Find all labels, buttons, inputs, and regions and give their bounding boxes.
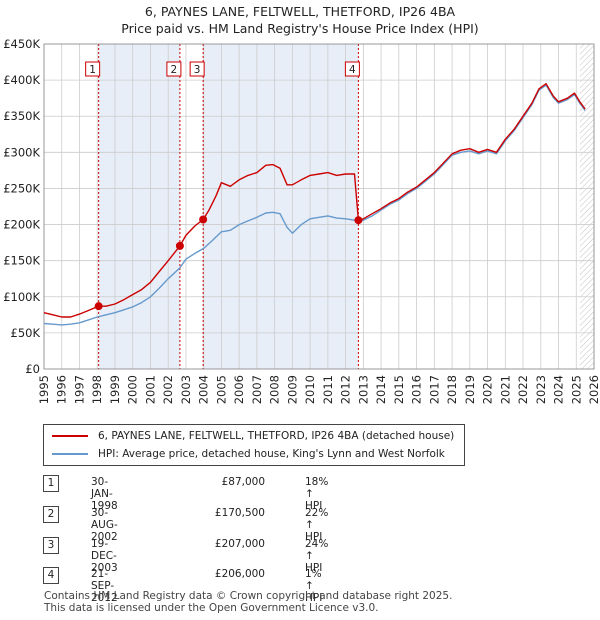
- x-tick-label: 2000: [126, 375, 140, 404]
- x-tick-label: 1998: [90, 375, 104, 404]
- x-tick-label: 2023: [534, 375, 548, 404]
- transaction-hpi: 1% ↑ HPI: [305, 568, 323, 604]
- x-tick-label: 2018: [445, 375, 459, 404]
- property-price-line: [43, 82, 586, 318]
- transaction-price: £206,000: [214, 568, 265, 580]
- footer-copyright: Contains HM Land Registry data © Crown c…: [44, 590, 453, 602]
- transaction-date: 21-SEP-2012: [91, 568, 118, 604]
- y-tick-label: £50K: [11, 326, 41, 340]
- x-tick-label: 2013: [356, 375, 370, 404]
- sale-period-shade: [203, 44, 359, 369]
- x-tick-label: 1996: [55, 375, 69, 404]
- transaction-hpi: 24% ↑ HPI: [305, 538, 329, 574]
- x-tick-label: 2022: [516, 375, 530, 404]
- x-tick-label: 2011: [321, 375, 335, 404]
- x-tick-label: 2026: [587, 375, 600, 404]
- x-tick-label: 2009: [285, 375, 299, 404]
- legend-label-property: 6, PAYNES LANE, FELTWELL, THETFORD, IP26…: [98, 430, 455, 442]
- legend-label-hpi: HPI: Average price, detached house, King…: [98, 448, 445, 460]
- x-tick-label: 2015: [392, 375, 406, 404]
- x-tick-label: 2005: [214, 375, 228, 404]
- transaction-hpi: 18% ↑ HPI: [305, 476, 329, 512]
- sale-number-box: [166, 61, 182, 77]
- sale-number-box: [344, 61, 360, 77]
- footer-license: This data is licensed under the Open Gov…: [44, 602, 379, 614]
- forecast-hatch: [579, 44, 594, 369]
- x-tick-label: 2006: [232, 375, 246, 404]
- y-tick-label: £0: [25, 362, 40, 376]
- legend-item-hpi: HPI: Average price, detached house, King…: [52, 446, 445, 462]
- transaction-price: £207,000: [214, 538, 265, 550]
- transaction-hpi: 22% ↑ HPI: [305, 507, 329, 543]
- y-tick-label: £400K: [3, 73, 40, 87]
- x-tick-label: 2025: [569, 375, 583, 404]
- x-tick-label: 2012: [339, 375, 353, 404]
- transaction-price: £87,000: [221, 476, 265, 488]
- legend-item-property: 6, PAYNES LANE, FELTWELL, THETFORD, IP26…: [52, 428, 454, 444]
- transaction-number: 2: [43, 506, 59, 523]
- sale-point: [354, 216, 363, 225]
- y-tick-label: £350K: [3, 109, 40, 123]
- x-tick-label: 2008: [268, 375, 282, 404]
- x-tick-label: 2020: [481, 375, 495, 404]
- sale-period-shade: [98, 44, 180, 369]
- sale-number-label: 3: [194, 64, 201, 76]
- x-tick-label: 2017: [427, 375, 441, 404]
- transaction-number: 4: [43, 567, 59, 584]
- y-tick-label: £150K: [3, 254, 40, 268]
- sale-point: [94, 302, 103, 311]
- sale-number-label: 1: [89, 64, 96, 76]
- sale-point: [199, 215, 208, 224]
- sale-point: [175, 241, 184, 250]
- sale-number-box: [189, 61, 205, 77]
- transaction-number: 3: [43, 537, 59, 554]
- legend-swatch-property: [52, 435, 88, 437]
- price-chart: £0 £50K £100K £150K £200K £250K £300K £350K £400…: [3, 37, 600, 404]
- y-tick-label: £250K: [3, 181, 40, 195]
- y-tick-label: £300K: [3, 145, 40, 159]
- y-tick-label: £200K: [3, 218, 40, 232]
- legend-swatch-hpi: [52, 453, 88, 455]
- x-tick-label: 2001: [143, 375, 157, 404]
- transaction-date: 30-AUG-2002: [91, 507, 118, 543]
- y-tick-label: £450K: [3, 37, 40, 51]
- x-tick-label: 2019: [463, 375, 477, 404]
- sale-number-box: [85, 61, 101, 77]
- transaction-date: 30-JAN-1998: [91, 476, 118, 512]
- legend: 6, PAYNES LANE, FELTWELL, THETFORD, IP26…: [43, 424, 465, 466]
- sale-number-label: 4: [349, 64, 356, 76]
- transaction-number: 1: [43, 475, 59, 492]
- x-tick-label: 2003: [179, 375, 193, 404]
- plot-frame: [43, 43, 595, 370]
- x-tick-label: 2007: [250, 375, 264, 404]
- x-tick-label: 1999: [108, 375, 122, 404]
- x-tick-label: 1995: [37, 375, 51, 404]
- x-tick-label: 2002: [161, 375, 175, 404]
- y-tick-label: £100K: [3, 290, 40, 304]
- x-tick-label: 2024: [552, 375, 566, 404]
- transaction-price: £170,500: [214, 507, 265, 519]
- transaction-date: 19-DEC-2003: [91, 538, 118, 574]
- x-tick-label: 2014: [374, 375, 388, 404]
- sale-number-label: 2: [171, 64, 178, 76]
- x-tick-label: 2010: [303, 375, 317, 404]
- x-tick-label: 1997: [72, 375, 86, 404]
- x-tick-label: 2021: [498, 375, 512, 404]
- hpi-line: [43, 84, 586, 326]
- x-tick-label: 2004: [197, 375, 211, 404]
- chart-title: 6, PAYNES LANE, FELTWELL, THETFORD, IP26…: [144, 4, 456, 19]
- chart-subtitle: Price paid vs. HM Land Registry's House …: [121, 21, 479, 36]
- x-tick-label: 2016: [410, 375, 424, 404]
